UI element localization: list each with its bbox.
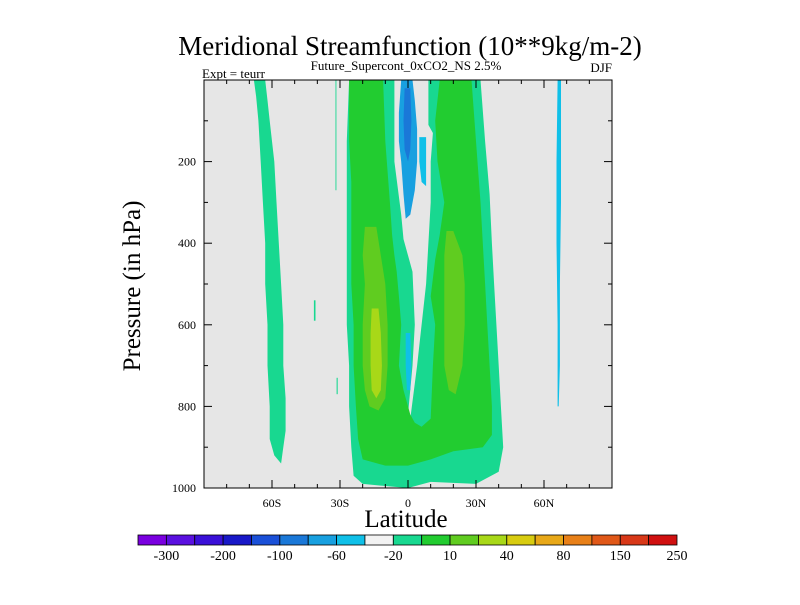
- colorbar-swatch: [534, 534, 564, 546]
- x-tick-label: 60N: [534, 496, 555, 510]
- y-tick-label: 200: [178, 155, 196, 169]
- x-tick-label: 30S: [331, 496, 350, 510]
- region-green-light-bottom-dot: [336, 377, 338, 395]
- colorbar-swatch: [137, 534, 167, 546]
- y-axis-label: Pressure (in hPa): [119, 201, 146, 372]
- x-tick-label: 30N: [466, 496, 487, 510]
- colorbar-swatch: [591, 534, 621, 546]
- x-axis-label: Latitude: [364, 506, 447, 533]
- colorbar-label: 150: [610, 549, 631, 564]
- colorbar-label: 10: [443, 549, 457, 564]
- colorbar-swatch: [222, 534, 252, 546]
- region-blue-mid-small-patch: [405, 333, 412, 391]
- colorbar-label: -100: [267, 549, 293, 564]
- colorbar-swatch: [194, 534, 224, 546]
- colorbar-label: -200: [210, 549, 236, 564]
- region-green-light-sh-thin-sliver: [335, 80, 337, 191]
- colorbar-swatch: [392, 534, 423, 546]
- region-green-light-sh-dot: [313, 300, 316, 321]
- axis-ticks: 60S 30S 0 30N 60N 200 400 600 800 1000: [172, 80, 612, 510]
- colorbar-swatch: [165, 534, 196, 546]
- colorbar-swatch: [336, 534, 366, 546]
- colorbar-swatch: [279, 534, 309, 546]
- colorbar: -300 -200 -100 -60 -20 10 40 80 150 250: [137, 534, 688, 564]
- region-blue-equatorial-core: [403, 88, 412, 162]
- colorbar-swatch: [307, 534, 337, 546]
- colorbar-swatch: [421, 534, 451, 546]
- season-label: DJF: [590, 60, 612, 75]
- colorbar-swatch: [506, 534, 536, 546]
- colorbar-swatch: [449, 534, 479, 546]
- colorbar-swatch: [619, 534, 650, 546]
- region-green-light-sh-high-lat: [253, 80, 286, 464]
- region-blue-nh-small-patch: [419, 137, 427, 187]
- region-yellow-green-sh-core: [370, 308, 382, 399]
- y-tick-label: 1000: [172, 481, 196, 495]
- colorbar-swatch: [648, 534, 678, 546]
- y-tick-label: 400: [178, 236, 196, 250]
- colorbar-swatch: [478, 534, 508, 546]
- experiment-label: Expt = teurr: [202, 66, 266, 81]
- x-tick-label: 0: [405, 496, 411, 510]
- colorbar-label: -20: [384, 549, 403, 564]
- colorbar-label: -60: [327, 549, 346, 564]
- colorbar-label: -300: [154, 549, 180, 564]
- y-tick-label: 600: [178, 318, 196, 332]
- x-tick-label: 60S: [263, 496, 282, 510]
- region-lime-nh-max: [444, 231, 465, 395]
- chart-subtitle: Future_Supercont_0xCO2_NS 2.5%: [311, 58, 502, 73]
- colorbar-swatch: [251, 534, 281, 546]
- colorbar-swatch: [563, 534, 593, 546]
- colorbar-label: 40: [500, 549, 514, 564]
- colorbar-label: 80: [557, 549, 571, 564]
- contour-regions: [253, 80, 561, 488]
- y-tick-label: 800: [178, 399, 196, 413]
- colorbar-label: 250: [667, 549, 688, 564]
- chart-title: Meridional Streamfunction (10**9kg/m-2): [178, 31, 641, 61]
- colorbar-swatch: [364, 534, 394, 546]
- region-blue-nh-thin-column: [556, 80, 561, 407]
